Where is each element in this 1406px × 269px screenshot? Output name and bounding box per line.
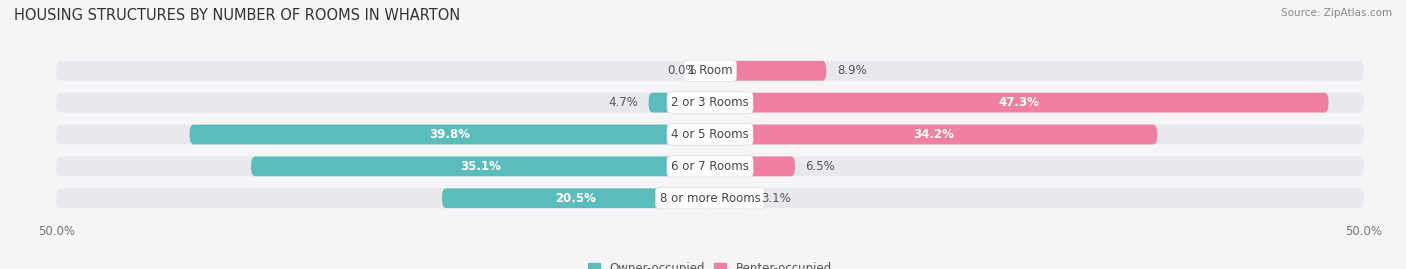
FancyBboxPatch shape: [56, 188, 1364, 208]
FancyBboxPatch shape: [56, 125, 1364, 144]
FancyBboxPatch shape: [710, 93, 1329, 112]
Text: 3.1%: 3.1%: [761, 192, 790, 205]
Text: 34.2%: 34.2%: [912, 128, 955, 141]
FancyBboxPatch shape: [190, 125, 710, 144]
Text: 39.8%: 39.8%: [429, 128, 471, 141]
Text: 2 or 3 Rooms: 2 or 3 Rooms: [671, 96, 749, 109]
FancyBboxPatch shape: [441, 188, 710, 208]
Text: 35.1%: 35.1%: [460, 160, 501, 173]
Text: 6.5%: 6.5%: [806, 160, 835, 173]
FancyBboxPatch shape: [710, 61, 827, 81]
FancyBboxPatch shape: [648, 93, 710, 112]
FancyBboxPatch shape: [710, 125, 1157, 144]
Text: HOUSING STRUCTURES BY NUMBER OF ROOMS IN WHARTON: HOUSING STRUCTURES BY NUMBER OF ROOMS IN…: [14, 8, 460, 23]
FancyBboxPatch shape: [56, 61, 1364, 81]
Text: 8.9%: 8.9%: [837, 64, 866, 77]
FancyBboxPatch shape: [710, 188, 751, 208]
Text: 8 or more Rooms: 8 or more Rooms: [659, 192, 761, 205]
Text: 4.7%: 4.7%: [609, 96, 638, 109]
Text: 4 or 5 Rooms: 4 or 5 Rooms: [671, 128, 749, 141]
Text: 6 or 7 Rooms: 6 or 7 Rooms: [671, 160, 749, 173]
Legend: Owner-occupied, Renter-occupied: Owner-occupied, Renter-occupied: [583, 258, 837, 269]
FancyBboxPatch shape: [56, 157, 1364, 176]
Text: Source: ZipAtlas.com: Source: ZipAtlas.com: [1281, 8, 1392, 18]
FancyBboxPatch shape: [252, 157, 710, 176]
Text: 47.3%: 47.3%: [998, 96, 1039, 109]
Text: 1 Room: 1 Room: [688, 64, 733, 77]
FancyBboxPatch shape: [710, 157, 794, 176]
Text: 0.0%: 0.0%: [668, 64, 697, 77]
FancyBboxPatch shape: [56, 93, 1364, 112]
Text: 20.5%: 20.5%: [555, 192, 596, 205]
